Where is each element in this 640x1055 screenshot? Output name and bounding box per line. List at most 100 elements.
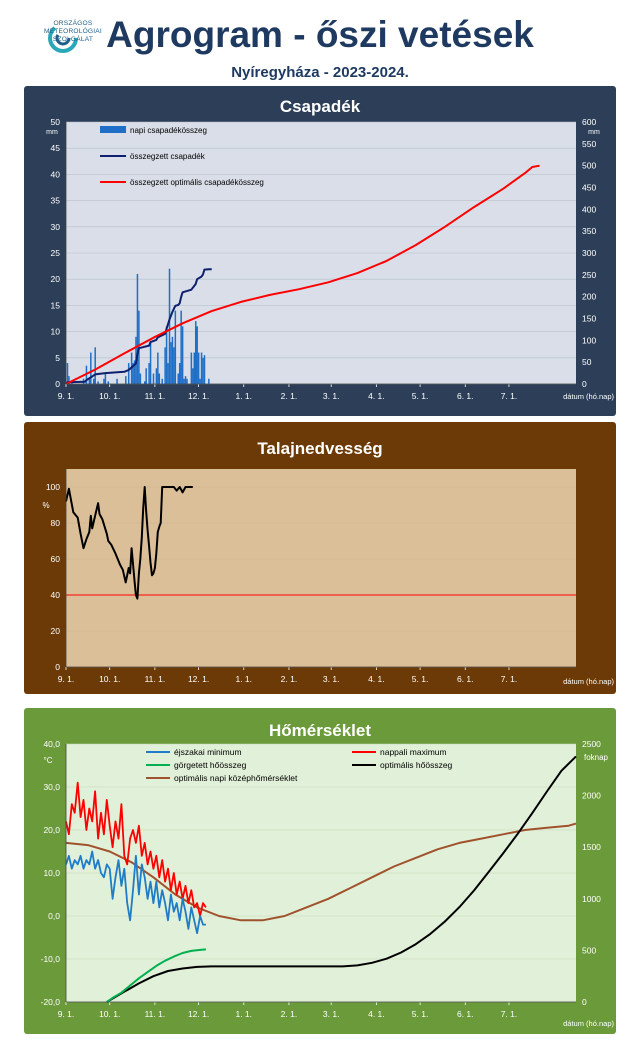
y-tick-label-left: -10,0 (41, 954, 61, 964)
x-tick-label: 10. 1. (99, 1009, 120, 1019)
soil-moisture-line (65, 486, 193, 600)
x-tick-label: 7. 1. (501, 674, 518, 684)
x-tick-label: 1. 1. (235, 391, 252, 401)
precip-bar (149, 342, 152, 384)
legend-swatch-bar (100, 126, 126, 133)
y-axis-label-left: mm (46, 129, 58, 136)
y-tick-label-right: 550 (582, 139, 596, 149)
soil-moisture-chart: Talajnedvesség % dátum (hó.nap) 0 20 40 60 8… (24, 422, 616, 694)
y-tick-label-right: 1000 (582, 894, 601, 904)
x-tick-label: 10. 1. (99, 391, 120, 401)
x-tick-label: 11. 1. (145, 391, 166, 401)
y-tick-label-left: 30,0 (43, 782, 60, 792)
precip-bar (152, 373, 155, 384)
y-tick-label-left: 45 (51, 143, 61, 153)
precip-bar (88, 378, 91, 384)
precip-bar (97, 381, 99, 384)
y-tick-label-right: 1500 (582, 842, 601, 852)
logo-swirl-inner (55, 30, 71, 46)
precip-bar (107, 381, 110, 384)
precip-bar (127, 363, 130, 384)
x-tick-label: 9. 1. (58, 391, 75, 401)
legend: éjszakai minimum nappali maximum görgete… (146, 747, 453, 783)
precip-bar (197, 352, 200, 384)
y-tick-label-right: 200 (582, 292, 596, 302)
y-tick-label-left: 10 (51, 327, 61, 337)
precip-bar (181, 326, 184, 384)
y-tick-label-left: 40,0 (43, 739, 60, 749)
legend: napi csapadékösszeg összegzett csapadék … (100, 126, 264, 187)
chart-title: Csapadék (280, 97, 361, 116)
x-tick-label: 12. 1. (188, 1009, 209, 1019)
rolling-heat-sum-line (106, 948, 206, 1003)
precip-bar (167, 363, 169, 384)
chart-title: Hőmérséklet (269, 721, 371, 740)
x-tick-label: 3. 1. (323, 391, 340, 401)
y-tick-label-left: 0 (55, 379, 60, 389)
y-tick-label-left: 20 (51, 274, 61, 284)
precip-bar (133, 360, 136, 384)
y-tick-label-left: 60 (51, 554, 61, 564)
met-service-logo (48, 23, 78, 53)
x-axis-label: dátum (hó.nap) (563, 1019, 614, 1028)
x-tick-label: 6. 1. (457, 391, 474, 401)
page-title: Agrogram - őszi vetések (106, 14, 534, 55)
legend-label: görgetett hőösszeg (174, 760, 247, 770)
x-tick-label: 5. 1. (412, 391, 429, 401)
y-tick-label-right: 100 (582, 335, 596, 345)
legend-label: optimális napi középhőmérséklet (174, 773, 298, 783)
temperature-chart: Hőmérséklet °C foknap dátum (hó.nap) -20… (24, 708, 616, 1034)
precip-bar (164, 347, 166, 384)
precip-bar (143, 381, 146, 384)
precip-bar (165, 326, 168, 384)
x-tick-label: 3. 1. (323, 674, 340, 684)
precip-bar (178, 363, 181, 384)
precip-bar (199, 378, 201, 384)
optimal-daily-mean-temp-line (65, 822, 577, 922)
precip-bar (184, 376, 187, 384)
x-axis-label: dátum (hó.nap) (563, 392, 614, 401)
y-axis-label: % (42, 501, 49, 510)
y-tick-label-right: 250 (582, 270, 596, 280)
precip-bar (173, 347, 175, 384)
logo-line: METEOROLÓGIAI (44, 28, 102, 35)
logo-line: ORSZÁGOS (53, 20, 93, 27)
precip-bar (161, 378, 163, 384)
precip-bar (68, 376, 70, 384)
y-tick-label-left: 0 (55, 662, 60, 672)
cumulative-precip-line (65, 268, 212, 385)
precip-bar (170, 342, 172, 384)
x-tick-label: 3. 1. (323, 1009, 340, 1019)
y-tick-label-left: -20,0 (41, 997, 61, 1007)
precip-bar (174, 310, 177, 384)
optimal-heat-sum-line (106, 755, 577, 1003)
logo-swirl (48, 23, 78, 53)
precip-bar (193, 352, 196, 384)
y-tick-label-right: 0 (582, 379, 587, 389)
y-axis-label-right: foknap (584, 753, 609, 762)
y-tick-label-right: 50 (582, 357, 592, 367)
x-axis-label: dátum (hó.nap) (563, 677, 614, 686)
precip-bar (136, 273, 139, 384)
y-tick-label-left: 30 (51, 222, 61, 232)
legend-label: nappali maximum (380, 747, 447, 757)
precip-bar (155, 368, 158, 384)
precipitation-chart: Csapadék mm mm dátum (hó.nap) 0 5 10 15 20 25… (24, 86, 616, 416)
y-tick-label-left: 20,0 (43, 825, 60, 835)
precip-bar (125, 376, 127, 384)
precip-bar (202, 357, 204, 384)
x-tick-label: 4. 1. (368, 391, 385, 401)
x-tick-label: 7. 1. (501, 1009, 518, 1019)
precip-bar (145, 368, 147, 384)
x-tick-label: 1. 1. (235, 1009, 252, 1019)
legend-label: optimális hőösszeg (380, 760, 453, 770)
x-tick-label: 10. 1. (99, 674, 120, 684)
precip-bar (158, 373, 161, 384)
legend-label: összegzett csapadék (130, 152, 206, 161)
precip-bar (139, 373, 142, 384)
x-tick-label: 5. 1. (412, 1009, 429, 1019)
precip-bar (194, 321, 197, 384)
precip-bar (90, 352, 92, 384)
precip-bar (208, 378, 210, 384)
x-tick-label: 12. 1. (188, 674, 209, 684)
